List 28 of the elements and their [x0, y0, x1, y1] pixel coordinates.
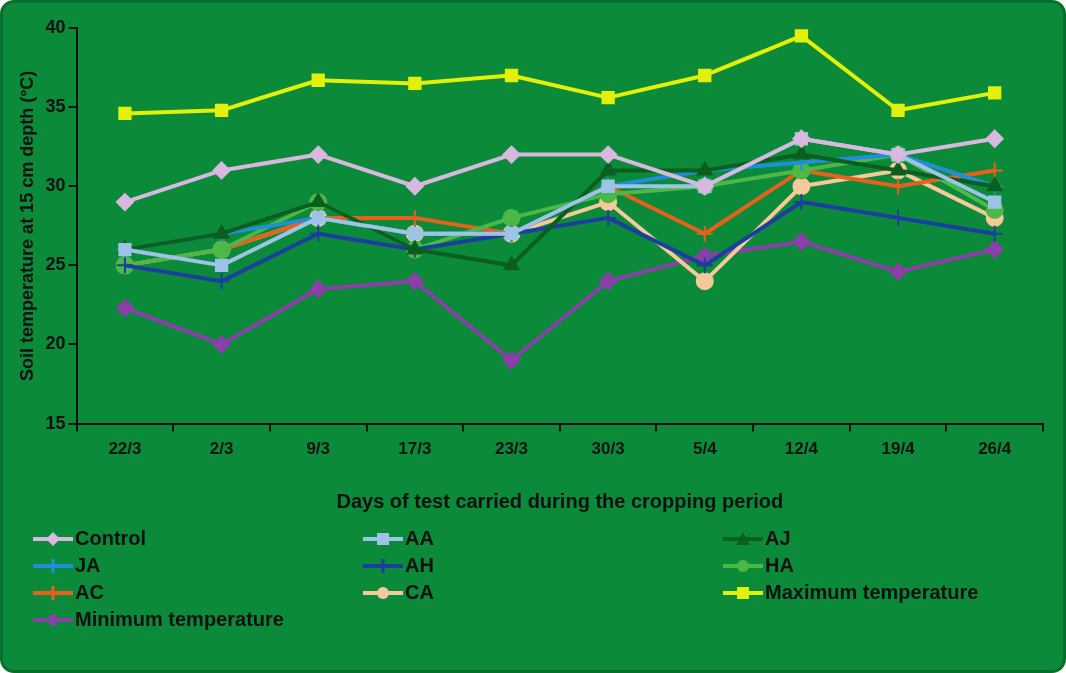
x-tick-label: 30/3 [591, 439, 625, 459]
y-tick-label: 30 [45, 175, 66, 196]
x-tick-label: 26/4 [978, 439, 1012, 459]
x-tick-label: 23/3 [494, 439, 529, 459]
y-tick-label: 35 [45, 96, 66, 117]
legend-label: JA [75, 554, 101, 577]
x-tick-label: 5/4 [692, 439, 718, 459]
legend-label: AA [405, 527, 434, 550]
y-tick-label: 25 [45, 254, 66, 275]
legend-label: Maximum temperature [765, 581, 979, 604]
x-tick-label: 22/3 [108, 439, 142, 459]
legend-label: AH [405, 554, 434, 577]
x-tick-label: 9/3 [306, 439, 331, 459]
legend-label: AC [75, 581, 104, 604]
legend-label: HA [765, 554, 794, 577]
x-axis-title: Days of test carried during the cropping period [336, 489, 784, 512]
y-tick-label: 15 [45, 412, 66, 433]
x-tick-label: 17/3 [398, 439, 432, 459]
y-axis-title: Soil temperature at 15 cm depth (°C) [16, 70, 37, 381]
x-tick-label: 19/4 [881, 439, 916, 459]
legend-label: AJ [765, 527, 791, 550]
y-tick-label: 20 [45, 333, 66, 354]
y-tick-label: 40 [45, 16, 66, 37]
legend-label: Minimum temperature [75, 608, 284, 631]
legend-label: CA [405, 581, 434, 604]
legend-label: Control [75, 527, 147, 550]
x-tick-label: 12/4 [784, 439, 819, 459]
x-tick-label: 2/3 [209, 439, 234, 459]
